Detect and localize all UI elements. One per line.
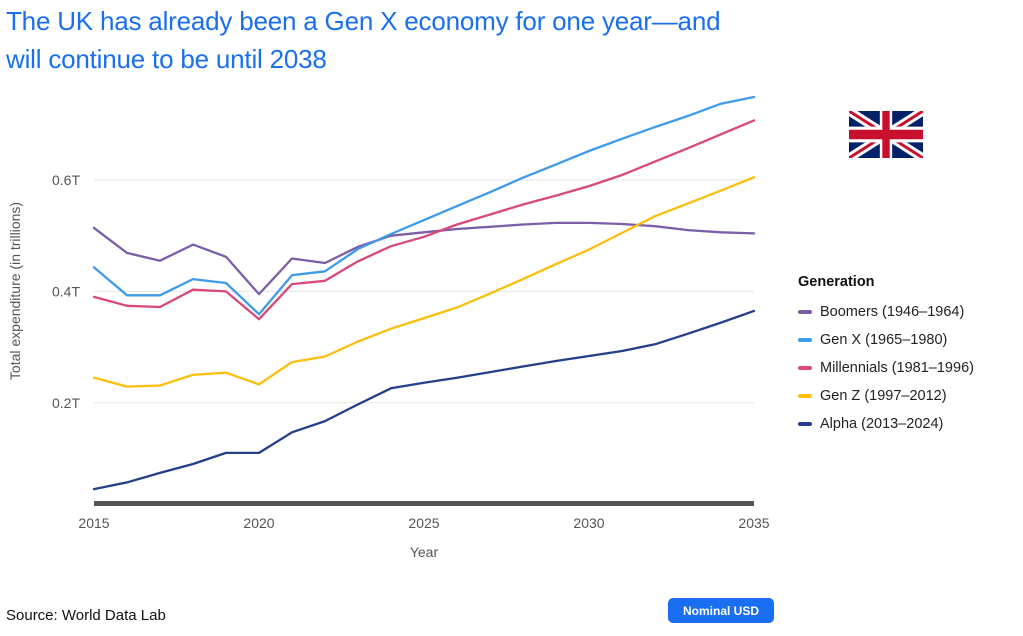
y-axis-label: Total expenditure (in trillions) bbox=[7, 202, 23, 380]
legend-item[interactable]: Gen Z (1997–2012) bbox=[798, 382, 974, 410]
legend-items: Boomers (1946–1964) Gen X (1965–1980) Mill… bbox=[798, 298, 974, 438]
legend-label: Gen X (1965–1980) bbox=[820, 332, 948, 348]
series-line-4 bbox=[92, 309, 756, 491]
legend-swatch bbox=[798, 422, 812, 426]
uk-flag-icon bbox=[849, 111, 923, 158]
x-tick-label: 2035 bbox=[738, 515, 769, 531]
legend-title: Generation bbox=[798, 274, 875, 290]
y-tick-label: 0.4T bbox=[52, 283, 80, 299]
line-chart: 2015 2020 2025 2030 2035 0.2T 0.4T 0.6T Year T… bbox=[7, 95, 770, 560]
series-line-2 bbox=[92, 119, 756, 321]
x-axis-baseline bbox=[94, 501, 754, 506]
x-tick-label: 2030 bbox=[573, 515, 604, 531]
x-tick-labels: 2015 2020 2025 2030 2035 bbox=[78, 515, 769, 531]
legend-swatch bbox=[798, 338, 812, 342]
legend-item[interactable]: Millennials (1981–1996) bbox=[798, 354, 974, 382]
legend-item[interactable]: Boomers (1946–1964) bbox=[798, 298, 974, 326]
legend-label: Alpha (2013–2024) bbox=[820, 416, 944, 432]
legend-swatch bbox=[798, 310, 812, 314]
legend: Generation Boomers (1946–1964) Gen X (196… bbox=[798, 274, 974, 438]
y-tick-labels: 0.2T 0.4T 0.6T bbox=[52, 172, 80, 411]
source-note: Source: World Data Lab bbox=[6, 607, 166, 624]
series-line-3 bbox=[92, 176, 756, 388]
y-tick-label: 0.2T bbox=[52, 395, 80, 411]
legend-label: Boomers (1946–1964) bbox=[820, 304, 965, 320]
x-tick-label: 2020 bbox=[243, 515, 274, 531]
legend-label: Gen Z (1997–2012) bbox=[820, 388, 947, 404]
x-tick-label: 2015 bbox=[78, 515, 109, 531]
legend-item[interactable]: Alpha (2013–2024) bbox=[798, 410, 974, 438]
x-tick-label: 2025 bbox=[408, 515, 439, 531]
series-line-1 bbox=[92, 95, 756, 316]
legend-swatch bbox=[798, 394, 812, 398]
legend-swatch bbox=[798, 366, 812, 370]
chart-title: The UK has already been a Gen X economy … bbox=[6, 6, 721, 74]
y-tick-label: 0.6T bbox=[52, 172, 80, 188]
nominal-usd-badge[interactable]: Nominal USD bbox=[668, 598, 774, 623]
series-line-0 bbox=[92, 221, 756, 296]
legend-label: Millennials (1981–1996) bbox=[820, 360, 974, 376]
x-axis-label: Year bbox=[410, 544, 439, 560]
grid-layer bbox=[94, 179, 754, 404]
series-layer bbox=[92, 95, 756, 491]
legend-item[interactable]: Gen X (1965–1980) bbox=[798, 326, 974, 354]
